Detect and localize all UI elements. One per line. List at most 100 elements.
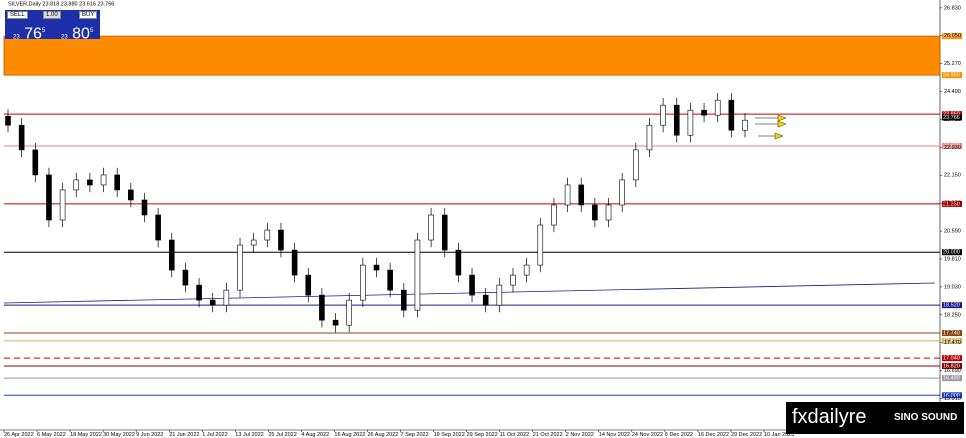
- y-tick-label: 19.030: [944, 284, 961, 290]
- price-tag: [942, 375, 962, 382]
- price-tag: [942, 362, 962, 369]
- candle-body: [537, 224, 544, 266]
- x-tick-label: 11 Oct 2022: [500, 432, 530, 438]
- x-tick-label: 21 Oct 2022: [533, 432, 563, 438]
- y-tick-label: 25.270: [944, 61, 961, 67]
- candle-body: [46, 174, 52, 221]
- x-tick-label: 24 Nov 2022: [632, 432, 663, 438]
- price-tag-label: 16.480: [943, 376, 960, 382]
- buy-button[interactable]: BUY: [79, 11, 98, 19]
- x-tick-label: 26 Apr 2022: [4, 432, 34, 438]
- ask-price: 23 805: [61, 20, 93, 43]
- lot-input[interactable]: 1.00: [43, 11, 61, 19]
- candle-body: [182, 269, 189, 286]
- candle-body: [332, 319, 339, 326]
- price-tag: [942, 337, 962, 344]
- price-tag-label: 26.040: [943, 34, 960, 40]
- x-tick-label: 29 Sep 2022: [467, 432, 498, 438]
- y-tick-label: 21.370: [944, 201, 961, 207]
- candle-body: [496, 284, 503, 306]
- candle-body: [196, 284, 202, 301]
- x-tick-label: 4 Aug 2022: [301, 432, 329, 438]
- candle-body: [564, 184, 571, 206]
- candle-body: [114, 174, 120, 191]
- candle-body: [59, 189, 66, 221]
- candle-body: [32, 149, 39, 176]
- x-tick-label: 16 Dec 2022: [698, 432, 729, 438]
- candle-body: [209, 299, 216, 306]
- x-tick-label: 13 Jul 2022: [235, 432, 263, 438]
- candle-body: [742, 119, 748, 131]
- price-tag-label: 21.350: [943, 201, 960, 207]
- x-tick-label: 26 Aug 2022: [367, 432, 398, 438]
- x-tick-label: 16 Aug 2022: [334, 432, 365, 438]
- ask-sup: 5: [89, 28, 94, 34]
- y-tick-label: 26.050: [944, 33, 961, 39]
- candle-body: [291, 249, 298, 276]
- bid-sup: 5: [41, 28, 46, 34]
- candle-body: [373, 264, 380, 271]
- candle-body: [728, 99, 735, 131]
- price-tag: [942, 200, 962, 207]
- price-tag-label: 22.970: [943, 143, 960, 149]
- candle-body: [387, 269, 393, 291]
- y-tick-label: 15.910: [944, 396, 961, 402]
- candle-body: [633, 149, 639, 181]
- candle-body: [673, 104, 680, 136]
- price-tag-label: 16.820: [943, 363, 960, 369]
- candle-body: [100, 174, 107, 186]
- arrows: [755, 114, 787, 140]
- candle-body: [646, 124, 653, 151]
- candle-body: [701, 109, 707, 116]
- x-tick-label: 18 May 2022: [70, 432, 102, 438]
- candle-body: [687, 109, 694, 136]
- y-tick-label: 24.490: [944, 89, 961, 95]
- price-tag-label: 18.520: [943, 303, 960, 309]
- ask: 80: [72, 25, 90, 43]
- x-tick-label: 10 Jan 2023: [764, 432, 794, 438]
- price-tag: [942, 355, 962, 362]
- candle-body: [414, 239, 421, 311]
- y-tick-label: 16.690: [944, 368, 961, 374]
- candle-body: [619, 179, 625, 206]
- candle-body: [5, 115, 11, 126]
- candle-body: [87, 179, 93, 186]
- y-tick-label: 22.150: [944, 173, 961, 179]
- candle-body: [128, 189, 134, 201]
- price-tag-label: 20.000: [943, 250, 960, 256]
- candle-body: [141, 199, 148, 216]
- zone: [3, 35, 941, 76]
- candle-body: [523, 264, 530, 276]
- price-tag: [942, 392, 962, 399]
- price-tag: [942, 72, 962, 79]
- y-tick-label: 26.830: [944, 5, 961, 11]
- candle-body: [482, 294, 489, 306]
- bid: 76: [24, 25, 42, 43]
- candle-body: [305, 274, 312, 296]
- bid-big: 23: [13, 34, 20, 41]
- candle-body: [578, 184, 585, 206]
- price-tag-label: 17.740: [943, 331, 960, 337]
- candle-body: [319, 294, 325, 321]
- candle-body: [592, 204, 598, 221]
- price-tag-label: 16.000: [943, 393, 960, 399]
- symbol-line: SILVER,Daily 23.818 23.880 23.616 23.766: [8, 1, 114, 7]
- candle-body: [660, 104, 666, 126]
- y-tick-label: 22.930: [944, 145, 961, 151]
- watermark: fxdailyre SINO SOUND: [786, 402, 964, 434]
- candle-body: [250, 239, 257, 246]
- last-price-label: 23.766: [943, 115, 960, 121]
- trade-panel: SELL 1.00 BUY 23 765 23 805: [5, 10, 100, 43]
- x-tick-label: 21 Jun 2022: [169, 432, 199, 438]
- sell-button[interactable]: SELL: [7, 11, 28, 19]
- x-tick-label: 1 Jul 2022: [202, 432, 227, 438]
- candle-body: [73, 179, 80, 191]
- candle-body: [441, 214, 448, 251]
- y-tick-label: 18.250: [944, 312, 961, 318]
- x-tick-label: 7 Sep 2022: [401, 432, 429, 438]
- candle-body: [551, 204, 557, 226]
- x-tick-label: 30 May 2022: [103, 432, 135, 438]
